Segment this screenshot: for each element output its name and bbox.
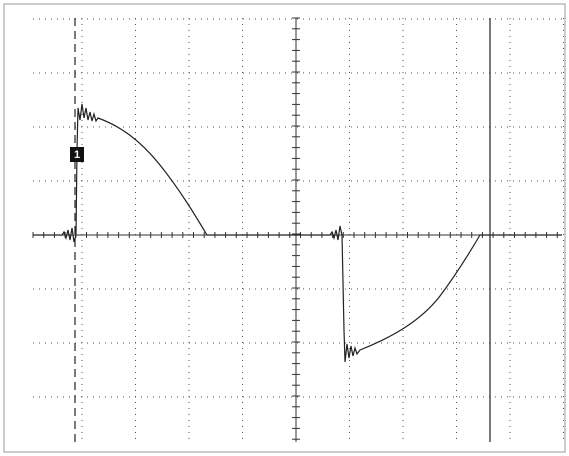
- waveform: [33, 103, 562, 363]
- channel-marker: [70, 147, 84, 162]
- channel-marker-label: 1: [74, 149, 80, 161]
- frame: [3, 3, 566, 453]
